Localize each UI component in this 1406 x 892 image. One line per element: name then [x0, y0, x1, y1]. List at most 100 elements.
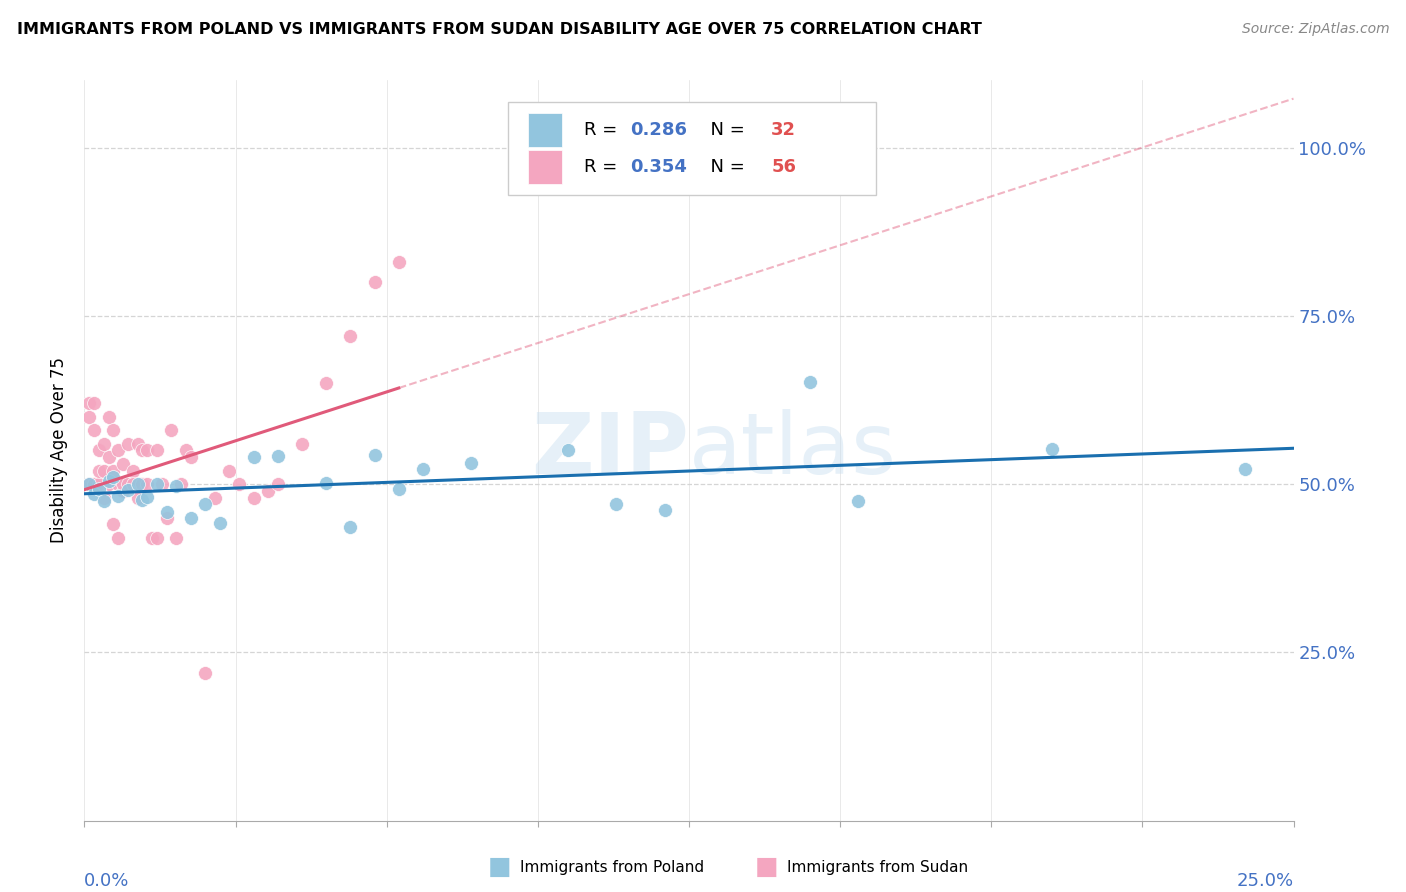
Point	[141, 531, 163, 545]
Text: R =: R =	[583, 158, 623, 176]
Point	[460, 456, 482, 470]
Point	[339, 329, 361, 343]
Point	[97, 409, 120, 424]
Point	[242, 450, 264, 465]
Point	[107, 443, 129, 458]
Point	[121, 464, 143, 478]
Text: IMMIGRANTS FROM POLAND VS IMMIGRANTS FROM SUDAN DISABILITY AGE OVER 75 CORRELATI: IMMIGRANTS FROM POLAND VS IMMIGRANTS FRO…	[17, 22, 981, 37]
Point	[87, 483, 110, 497]
Point	[208, 516, 231, 530]
Point	[107, 477, 129, 491]
Point	[112, 483, 135, 498]
Point	[127, 491, 149, 505]
Point	[412, 462, 434, 476]
Point	[228, 477, 250, 491]
Point	[315, 475, 337, 490]
Point	[1040, 442, 1063, 456]
Point	[97, 474, 120, 488]
Text: ■: ■	[755, 855, 778, 879]
Text: ■: ■	[488, 855, 510, 879]
Point	[150, 477, 173, 491]
Point	[846, 494, 869, 508]
Point	[170, 477, 193, 491]
Text: ZIP: ZIP	[531, 409, 689, 492]
Point	[117, 477, 139, 491]
Point	[242, 491, 264, 505]
Point	[97, 450, 120, 465]
Point	[112, 457, 135, 471]
Point	[77, 477, 100, 491]
Text: R =: R =	[583, 121, 623, 139]
Point	[103, 423, 125, 437]
Point	[107, 489, 129, 503]
Point	[799, 375, 821, 389]
Text: Immigrants from Poland: Immigrants from Poland	[520, 860, 704, 874]
Text: 0.286: 0.286	[630, 121, 686, 139]
Text: 0.354: 0.354	[630, 158, 686, 176]
Point	[131, 443, 153, 458]
Point	[136, 443, 159, 458]
Point	[103, 517, 125, 532]
Point	[127, 477, 149, 491]
Point	[103, 470, 125, 484]
Point	[131, 492, 153, 507]
Text: 32: 32	[770, 121, 796, 139]
Point	[146, 477, 169, 491]
Point	[107, 531, 129, 545]
Text: 25.0%: 25.0%	[1236, 872, 1294, 890]
Point	[77, 409, 100, 424]
Text: atlas: atlas	[689, 409, 897, 492]
Point	[218, 464, 240, 478]
Point	[136, 477, 159, 491]
Point	[83, 423, 105, 437]
Point	[165, 531, 187, 545]
Point	[93, 491, 115, 505]
Point	[557, 443, 579, 458]
Point	[155, 505, 177, 519]
Point	[174, 443, 197, 458]
Text: 0.0%: 0.0%	[84, 872, 129, 890]
Point	[315, 376, 337, 391]
Point	[339, 519, 361, 533]
Text: N =: N =	[699, 158, 751, 176]
Point	[291, 436, 314, 450]
FancyBboxPatch shape	[529, 113, 562, 146]
Point	[121, 477, 143, 491]
Point	[83, 396, 105, 410]
FancyBboxPatch shape	[508, 103, 876, 195]
Point	[267, 477, 290, 491]
Point	[93, 464, 115, 478]
Point	[77, 396, 100, 410]
Point	[160, 423, 183, 437]
Point	[363, 275, 385, 289]
Point	[136, 490, 159, 504]
Point	[87, 464, 110, 478]
Point	[117, 436, 139, 450]
Point	[180, 510, 202, 524]
Point	[127, 436, 149, 450]
Text: N =: N =	[699, 121, 751, 139]
Point	[388, 255, 411, 269]
Point	[1234, 461, 1257, 475]
Point	[93, 436, 115, 450]
Point	[103, 464, 125, 478]
Text: Immigrants from Sudan: Immigrants from Sudan	[787, 860, 969, 874]
Text: Source: ZipAtlas.com: Source: ZipAtlas.com	[1241, 22, 1389, 37]
Point	[605, 497, 627, 511]
Point	[363, 448, 385, 462]
Point	[83, 487, 105, 501]
Point	[146, 443, 169, 458]
FancyBboxPatch shape	[529, 150, 562, 184]
Point	[165, 479, 187, 493]
Point	[146, 531, 169, 545]
Point	[112, 477, 135, 491]
Point	[194, 665, 217, 680]
Y-axis label: Disability Age Over 75: Disability Age Over 75	[51, 358, 69, 543]
Point	[194, 497, 217, 511]
Point	[93, 494, 115, 508]
Point	[87, 477, 110, 491]
Point	[97, 477, 120, 491]
Point	[388, 483, 411, 497]
Point	[117, 483, 139, 498]
Point	[131, 477, 153, 491]
